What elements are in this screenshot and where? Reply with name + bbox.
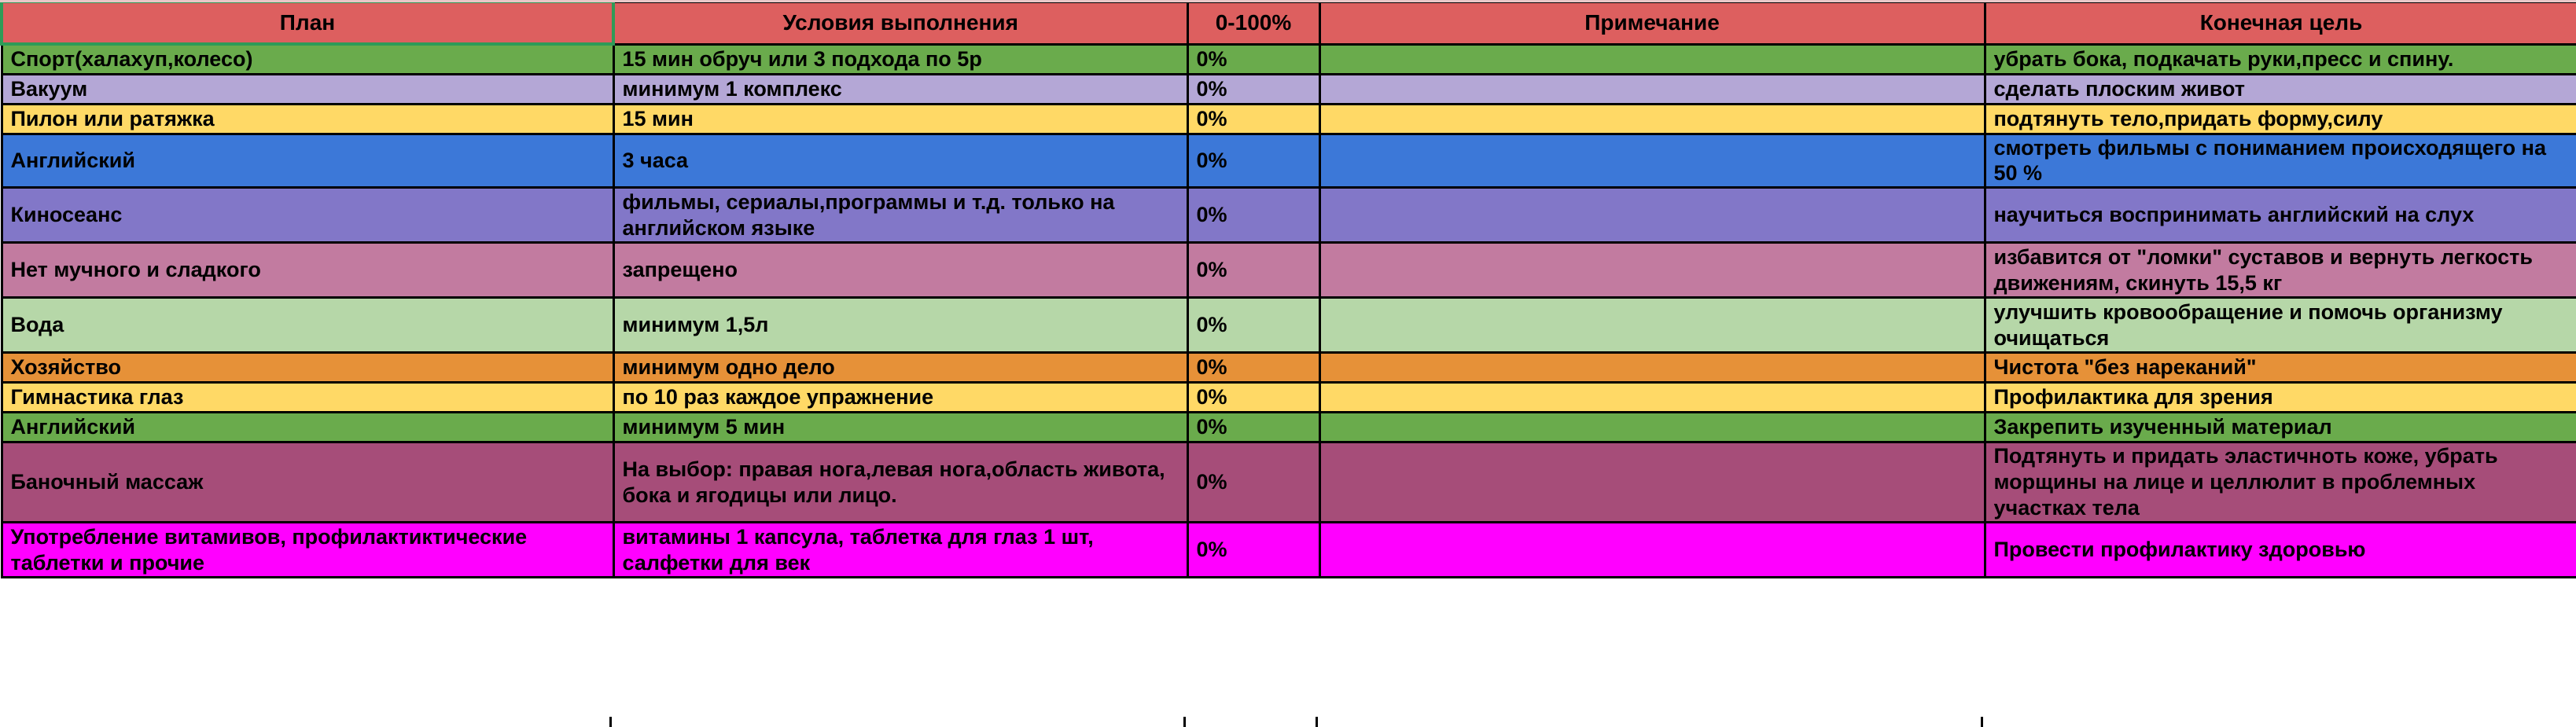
table-row: Вакуум минимум 1 комплекс 0% сделать плоски… — [0, 72, 2576, 105]
cell-plan[interactable]: Вакуум — [0, 72, 615, 105]
cell-note[interactable] — [1318, 521, 1986, 579]
cell-plan[interactable]: Киносеанс — [0, 186, 615, 244]
column-header-plan[interactable]: План — [0, 0, 615, 46]
table-body: Спорт(халахуп,колесо) 15 мин обруч или 3 … — [0, 42, 2576, 579]
column-header-note[interactable]: Примечание — [1318, 0, 1986, 46]
cell-note[interactable] — [1318, 72, 1986, 105]
cell-percent[interactable]: 0% — [1186, 521, 1321, 579]
cell-goal[interactable]: Провести профилактику здоровью — [1983, 521, 2576, 579]
cell-plan[interactable]: Хозяйство — [0, 351, 615, 384]
table-row: Нет мучного и сладкого запрещено 0% избавит… — [0, 241, 2576, 299]
cell-note[interactable] — [1318, 351, 1986, 384]
cell-note[interactable] — [1318, 186, 1986, 244]
cell-percent[interactable]: 0% — [1186, 186, 1321, 244]
cell-conditions[interactable]: минимум одно дело — [612, 351, 1189, 384]
cell-plan[interactable]: Спорт(халахуп,колесо) — [0, 42, 615, 75]
cell-goal[interactable]: убрать бока, подкачать руки,пресс и спин… — [1983, 42, 2576, 75]
column-header-goal[interactable]: Конечная цель — [1983, 0, 2576, 46]
cell-percent[interactable]: 0% — [1186, 381, 1321, 414]
cell-goal[interactable]: сделать плоским живот — [1983, 72, 2576, 105]
cell-note[interactable] — [1318, 381, 1986, 414]
cell-note[interactable] — [1318, 132, 1986, 189]
cell-goal[interactable]: улучшить кровообращение и помочь организ… — [1983, 296, 2576, 354]
cell-plan[interactable]: Вода — [0, 296, 615, 354]
table-row: Английский 3 часа 0% смотреть фильмы с пони… — [0, 132, 2576, 189]
table-row: Английский минимум 5 мин 0% Закрепить изуче… — [0, 411, 2576, 444]
table-header-row: План Условия выполнения 0-100% Примечани… — [0, 0, 2576, 46]
cell-conditions[interactable]: фильмы, сериалы,программы и т.д. только … — [612, 186, 1189, 244]
cell-conditions[interactable]: минимум 1 комплекс — [612, 72, 1189, 105]
table-row: Баночный массаж На выбор: правая нога,лев… — [0, 441, 2576, 524]
cell-percent[interactable]: 0% — [1186, 411, 1321, 444]
table-row: Вода минимум 1,5л 0% улучшить кровообращени… — [0, 296, 2576, 354]
cell-goal[interactable]: подтянуть тело,придать форму,силу — [1983, 102, 2576, 135]
cell-goal[interactable]: Подтянуть и придать эластичноть коже, уб… — [1983, 441, 2576, 524]
cell-percent[interactable]: 0% — [1186, 296, 1321, 354]
cell-conditions[interactable]: по 10 раз каждое упражнение — [612, 381, 1189, 414]
cell-note[interactable] — [1318, 411, 1986, 444]
cell-goal[interactable]: научиться воспринимать английский на слу… — [1983, 186, 2576, 244]
cell-percent[interactable]: 0% — [1186, 241, 1321, 299]
cell-note[interactable] — [1318, 42, 1986, 75]
cell-conditions[interactable]: 3 часа — [612, 132, 1189, 189]
cell-percent[interactable]: 0% — [1186, 72, 1321, 105]
table-row: Пилон или ратяжка 15 мин 0% подтянуть тело,… — [0, 102, 2576, 135]
cell-conditions[interactable]: запрещено — [612, 241, 1189, 299]
cell-conditions[interactable]: 15 мин — [612, 102, 1189, 135]
cell-plan[interactable]: Нет мучного и сладкого — [0, 241, 615, 299]
cell-goal[interactable]: смотреть фильмы с пониманием происходяще… — [1983, 132, 2576, 189]
cell-goal[interactable]: Закрепить изученный материал — [1983, 411, 2576, 444]
cell-percent[interactable]: 0% — [1186, 132, 1321, 189]
cell-percent[interactable]: 0% — [1186, 42, 1321, 75]
cell-plan[interactable]: Английский — [0, 132, 615, 189]
cell-percent[interactable]: 0% — [1186, 441, 1321, 524]
cell-conditions[interactable]: витамины 1 капсула, таблетка для глаз 1 … — [612, 521, 1189, 579]
cell-conditions[interactable]: минимум 1,5л — [612, 296, 1189, 354]
plan-table: План Условия выполнения 0-100% Примечани… — [0, 0, 2576, 579]
cell-note[interactable] — [1318, 296, 1986, 354]
table-row: Хозяйство минимум одно дело 0% Чистота "без… — [0, 351, 2576, 384]
cell-note[interactable] — [1318, 102, 1986, 135]
cell-plan[interactable]: Баночный массаж — [0, 441, 615, 524]
cell-percent[interactable]: 0% — [1186, 351, 1321, 384]
cell-goal[interactable]: избавится от "ломки" суставов и вернуть … — [1983, 241, 2576, 299]
table-row: Спорт(халахуп,колесо) 15 мин обруч или 3 … — [0, 42, 2576, 75]
cell-plan[interactable]: Употребление витамивов, профилактиктичес… — [0, 521, 615, 579]
column-header-conditions[interactable]: Условия выполнения — [612, 0, 1189, 46]
cell-conditions[interactable]: 15 мин обруч или 3 подхода по 5р — [612, 42, 1189, 75]
cell-goal[interactable]: Чистота "без нареканий" — [1983, 351, 2576, 384]
cell-percent[interactable]: 0% — [1186, 102, 1321, 135]
cell-plan[interactable]: Пилон или ратяжка — [0, 102, 615, 135]
table-row: Киносеанс фильмы, сериалы,программы и т.д… — [0, 186, 2576, 244]
cell-conditions[interactable]: На выбор: правая нога,левая нога,область… — [612, 441, 1189, 524]
cell-goal[interactable]: Профилактика для зрения — [1983, 381, 2576, 414]
cell-note[interactable] — [1318, 241, 1986, 299]
cell-plan[interactable]: Английский — [0, 411, 615, 444]
column-header-percent[interactable]: 0-100% — [1186, 0, 1321, 46]
sheet-top-edge — [0, 0, 2576, 2]
cell-conditions[interactable]: минимум 5 мин — [612, 411, 1189, 444]
cell-note[interactable] — [1318, 441, 1986, 524]
table-row: Гимнастика глаз по 10 раз каждое упражнен… — [0, 381, 2576, 414]
cell-plan[interactable]: Гимнастика глаз — [0, 381, 615, 414]
table-row: Употребление витамивов, профилактиктичес… — [0, 521, 2576, 579]
partial-next-row — [0, 717, 2576, 727]
